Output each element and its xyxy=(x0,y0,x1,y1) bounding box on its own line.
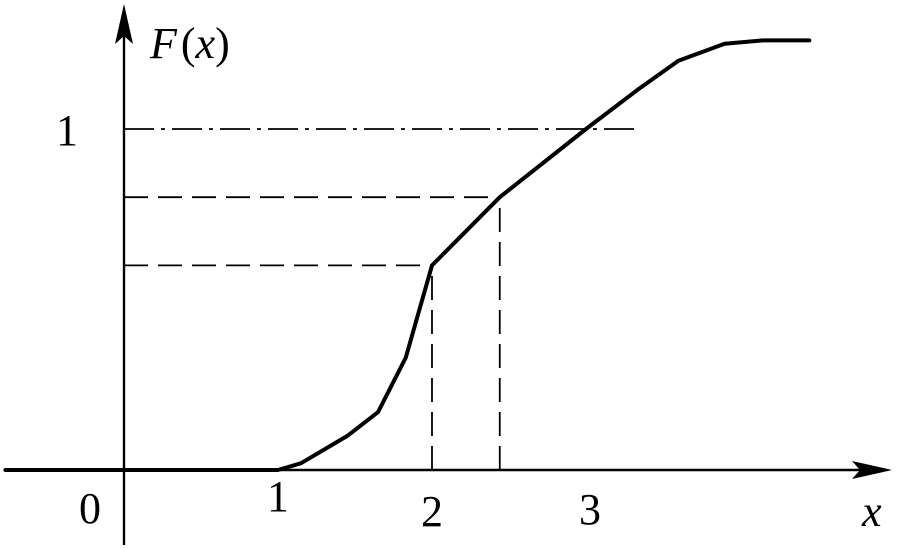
x-axis-arrowhead xyxy=(852,461,892,479)
y-axis-label: F(x) xyxy=(149,19,230,68)
reference-lines xyxy=(124,128,640,470)
y-axis-arrowhead xyxy=(115,4,133,44)
series-line xyxy=(3,38,812,472)
y-label-open: ( xyxy=(181,19,196,68)
x-tick-label: 2 xyxy=(421,487,443,536)
series-group xyxy=(3,38,812,472)
origin-label: 0 xyxy=(79,484,101,533)
tick-labels: 1 2 3 1 xyxy=(56,106,601,536)
x-tick-label: 1 xyxy=(267,472,289,521)
y-label-func: F xyxy=(149,19,178,68)
y-label-arg: x xyxy=(195,19,216,68)
x-tick-label: 3 xyxy=(579,485,601,534)
x-axis-label: x xyxy=(861,487,882,536)
y-label-close: ) xyxy=(215,19,230,68)
y-tick-label: 1 xyxy=(56,106,78,155)
